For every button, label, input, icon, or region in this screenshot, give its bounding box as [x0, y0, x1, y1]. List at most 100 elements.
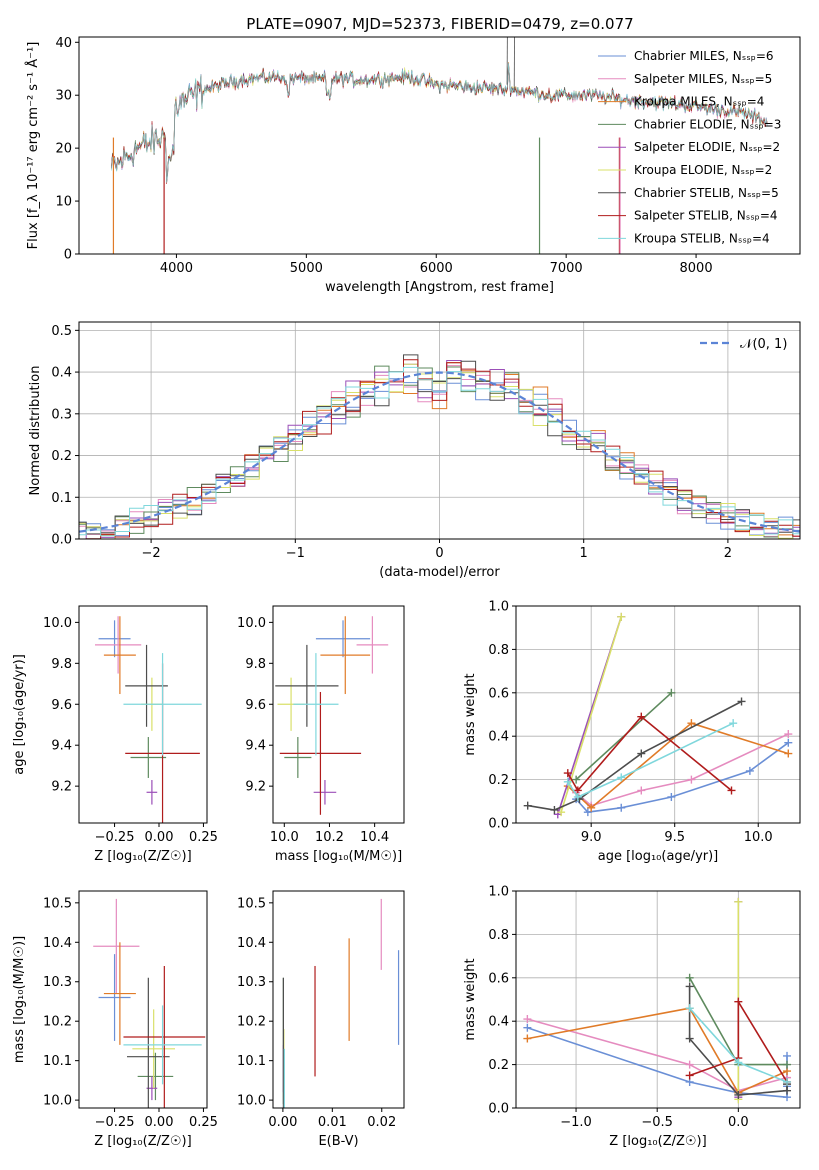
y-tick-label: 10.0: [237, 616, 266, 631]
x-axis-label: E(B-V): [318, 1134, 358, 1149]
x-tick-label: −1.0: [560, 1115, 592, 1130]
y-tick-label: 0.2: [488, 1058, 509, 1073]
y-tick-label: 9.2: [51, 780, 72, 795]
weight-marker: [617, 803, 626, 812]
error-bar-point: [132, 1009, 175, 1089]
x-axis-label: (data-model)/error: [379, 565, 500, 580]
x-tick-label: 10.0: [744, 830, 773, 845]
error-bar-point: [123, 653, 202, 756]
residuals-panel: −2 −1 0 1 2 0.0 0.1 0.2 0.3 0.4 0.5 (data-model)/er…: [28, 321, 801, 580]
legend-entry: Salpeter STELIB, Nₛₛₚ=4: [634, 209, 778, 223]
weight-line: [567, 715, 733, 792]
legend-entry: Kroupa STELIB, Nₛₛₚ=4: [634, 231, 770, 245]
x-tick-label: 6000: [420, 261, 453, 276]
weight-marker: [637, 749, 646, 758]
x-tick-label: 10.2: [315, 830, 344, 845]
weight-marker: [734, 1058, 743, 1067]
weight-marker: [617, 612, 626, 621]
x-tick-label: −0.25: [95, 1115, 135, 1130]
plot-area: [111, 37, 768, 254]
weight-line: [575, 733, 789, 807]
weight-marker: [737, 697, 746, 706]
weight-marker: [667, 688, 676, 697]
y-tick-label: 0.2: [488, 773, 509, 788]
y-axis-label: mass [log₁₀(M/M☉)]: [12, 936, 27, 1063]
weight-marker: [667, 792, 676, 801]
y-tick-label: 9.8: [51, 657, 72, 672]
weight-marker: [637, 712, 646, 721]
y-tick-label: 0.0: [488, 1102, 509, 1117]
weight-marker: [637, 786, 646, 795]
legend-entry: Chabrier ELODIE, Nₛₛₚ=3: [634, 117, 781, 131]
error-bar-point: [275, 644, 339, 727]
y-tick-label: 9.2: [245, 780, 266, 795]
y-tick-label: 9.4: [51, 739, 72, 754]
legend-entry: Salpeter MILES, Nₛₛₚ=5: [634, 72, 772, 86]
plot-area: [523, 897, 792, 1104]
weight-marker: [563, 769, 572, 778]
weight-marker: [523, 801, 532, 810]
y-tick-label: 10.5: [237, 896, 266, 911]
y-tick-label: 0.3: [51, 407, 72, 422]
mass-vs-metallicity-panel: −0.25 0.00 0.25 10.0 10.1 10.2 10.3 10.4 10.5 Z […: [12, 890, 218, 1149]
mass-vs-extinction-panel: 0.00 0.01 0.02 10.0 10.1 10.2 10.3 10.4 10.5 E(B-…: [237, 890, 405, 1149]
x-tick-label: 9.5: [664, 830, 685, 845]
weight-marker: [687, 775, 696, 784]
weight-marker: [687, 719, 696, 728]
age-vs-metallicity-panel: −0.25 0.00 0.25 9.2 9.4 9.6 9.8 10.0 Z [log₁₀(Z/…: [12, 605, 218, 864]
y-tick-label: 20: [55, 142, 72, 157]
normal-reference-curve: [79, 371, 800, 533]
x-tick-label: 0.00: [268, 1115, 297, 1130]
y-tick-label: 10: [55, 195, 72, 210]
y-axis-label: Flux [f_λ 10⁻¹⁷ erg cm⁻² s⁻¹ Å⁻¹]: [25, 42, 41, 250]
weight-marker: [745, 766, 754, 775]
weight-marker: [685, 1034, 694, 1043]
spectrum-line: [111, 62, 768, 183]
x-tick-label: 0.02: [367, 1115, 396, 1130]
x-axis-label: Z [log₁₀(Z/Z☉)]: [609, 1134, 706, 1149]
y-tick-label: 0.1: [51, 491, 72, 506]
weight-marker: [783, 1051, 792, 1060]
weight-marker: [523, 1034, 532, 1043]
x-tick-label: 0.00: [145, 830, 174, 845]
x-tick-label: 10.0: [270, 830, 299, 845]
x-tick-label: 0.25: [189, 830, 218, 845]
x-tick-label: −0.25: [95, 830, 135, 845]
weight-marker: [685, 1004, 694, 1013]
x-tick-label: −1: [286, 546, 305, 561]
y-tick-label: 0.4: [488, 730, 509, 745]
x-tick-label: 0.0: [728, 1115, 749, 1130]
plot-area: [79, 354, 800, 539]
axes-frame: [272, 890, 405, 1109]
legend-entry: Chabrier MILES, Nₛₛₚ=6: [634, 49, 774, 63]
y-tick-label: 10.0: [43, 616, 72, 631]
x-tick-label: 10.4: [360, 830, 389, 845]
weight-marker: [685, 982, 694, 991]
x-axis-label: mass [log₁₀(M/M☉)]: [275, 849, 402, 864]
weight-marker: [783, 1060, 792, 1069]
y-tick-label: 1.0: [488, 600, 509, 615]
weight-marker: [784, 738, 793, 747]
weight-marker: [734, 997, 743, 1006]
y-tick-label: 10.1: [237, 1054, 266, 1069]
residual-histogram: [79, 354, 800, 535]
axes: −2 −1 0 1 2 0.0 0.1 0.2 0.3 0.4 0.5 (data-model)/er…: [28, 321, 801, 580]
weight-line: [527, 1018, 788, 1092]
weight-vs-age-panel: 9.0 9.5 10.0 0.0 0.2 0.4 0.6 0.8 1.0 age [log₁₀(a…: [463, 600, 801, 864]
legend-entry: Kroupa MILES, Nₛₛₚ=4: [634, 95, 764, 109]
axes: 10.0 10.2 10.4 9.2 9.4 9.6 9.8 10.0 mass [log₁₀(…: [237, 605, 405, 864]
axes-frame: [515, 605, 801, 824]
x-axis-label: Z [log₁₀(Z/Z☉)]: [94, 1134, 191, 1149]
weight-marker: [563, 777, 572, 786]
error-bar-point: [293, 653, 339, 756]
weight-marker: [734, 1090, 743, 1099]
weight-vs-metallicity-panel: −1.0 −0.5 0.0 0.0 0.2 0.4 0.6 0.8 1.0 Z [log₁₀(Z/…: [463, 885, 801, 1149]
y-axis-label: mass weight: [463, 958, 478, 1040]
y-tick-label: 10.0: [237, 1094, 266, 1109]
weight-line: [575, 742, 789, 813]
y-tick-label: 10.4: [43, 936, 72, 951]
y-tick-label: 9.6: [245, 698, 266, 713]
error-bar-point: [123, 1005, 202, 1085]
error-bar-point: [93, 898, 140, 994]
